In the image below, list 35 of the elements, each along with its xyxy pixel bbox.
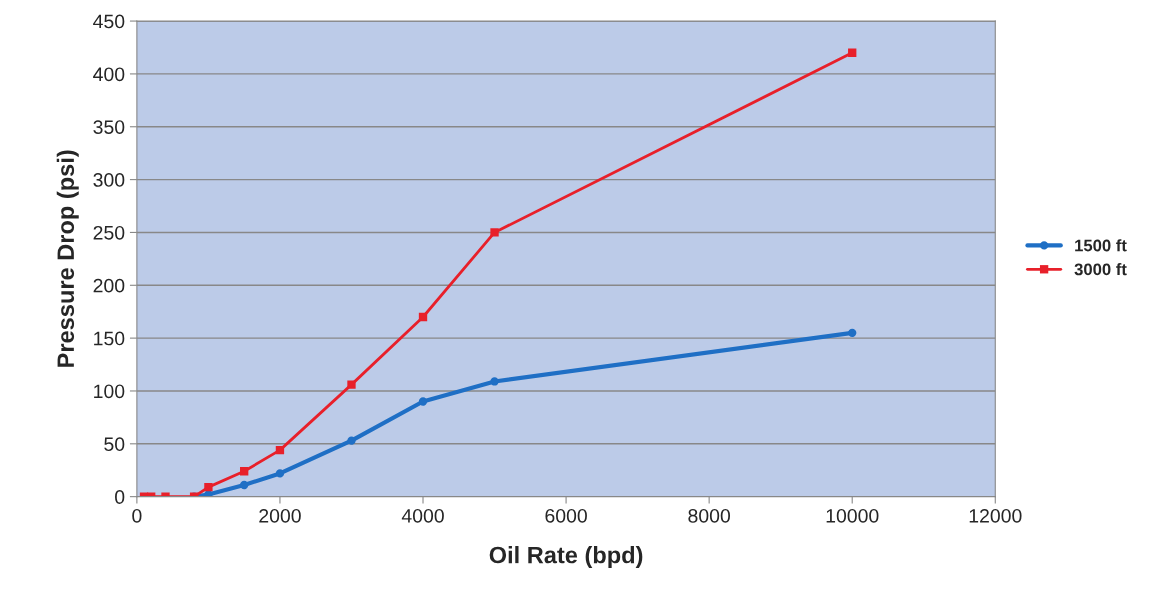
y-tick-label: 350 <box>93 120 125 134</box>
x-tick-label: 10000 <box>826 508 879 523</box>
legend-label: 3000 ft <box>1074 263 1127 276</box>
y-tick-label: 250 <box>93 225 125 240</box>
point <box>204 490 213 497</box>
legend-label: 1500 ft <box>1075 239 1127 252</box>
point <box>347 380 356 389</box>
y-axis-title: Pressure Drop (psi) <box>56 150 79 367</box>
y-tick-label: 0 <box>115 490 125 504</box>
x-tick-label: 2000 <box>259 508 301 523</box>
x-tick-label: 4000 <box>401 508 444 523</box>
point <box>240 480 249 490</box>
y-tick-label: 50 <box>104 437 125 452</box>
point <box>418 397 428 406</box>
point <box>490 377 499 386</box>
point <box>275 469 285 478</box>
point <box>240 467 249 476</box>
point <box>418 312 428 322</box>
point <box>848 48 857 57</box>
point <box>490 228 499 237</box>
y-tick-label: 300 <box>93 173 125 187</box>
point <box>848 328 857 338</box>
point <box>275 445 285 455</box>
x-tick-label: 8000 <box>688 508 731 523</box>
y-tick-label: 100 <box>94 384 125 399</box>
point <box>204 482 213 492</box>
point <box>347 436 356 445</box>
y-tick-label: 450 <box>93 14 125 29</box>
x-tick-label: 6000 <box>545 508 587 523</box>
y-tick-label: 200 <box>93 278 125 293</box>
y-tick-label: 150 <box>94 331 125 346</box>
x-tick-label: 12000 <box>969 508 1022 523</box>
y-tick-label: 400 <box>93 67 125 82</box>
x-tick-label: 0 <box>132 508 142 523</box>
x-axis-title: Oil Rate (bpd) <box>489 546 643 569</box>
